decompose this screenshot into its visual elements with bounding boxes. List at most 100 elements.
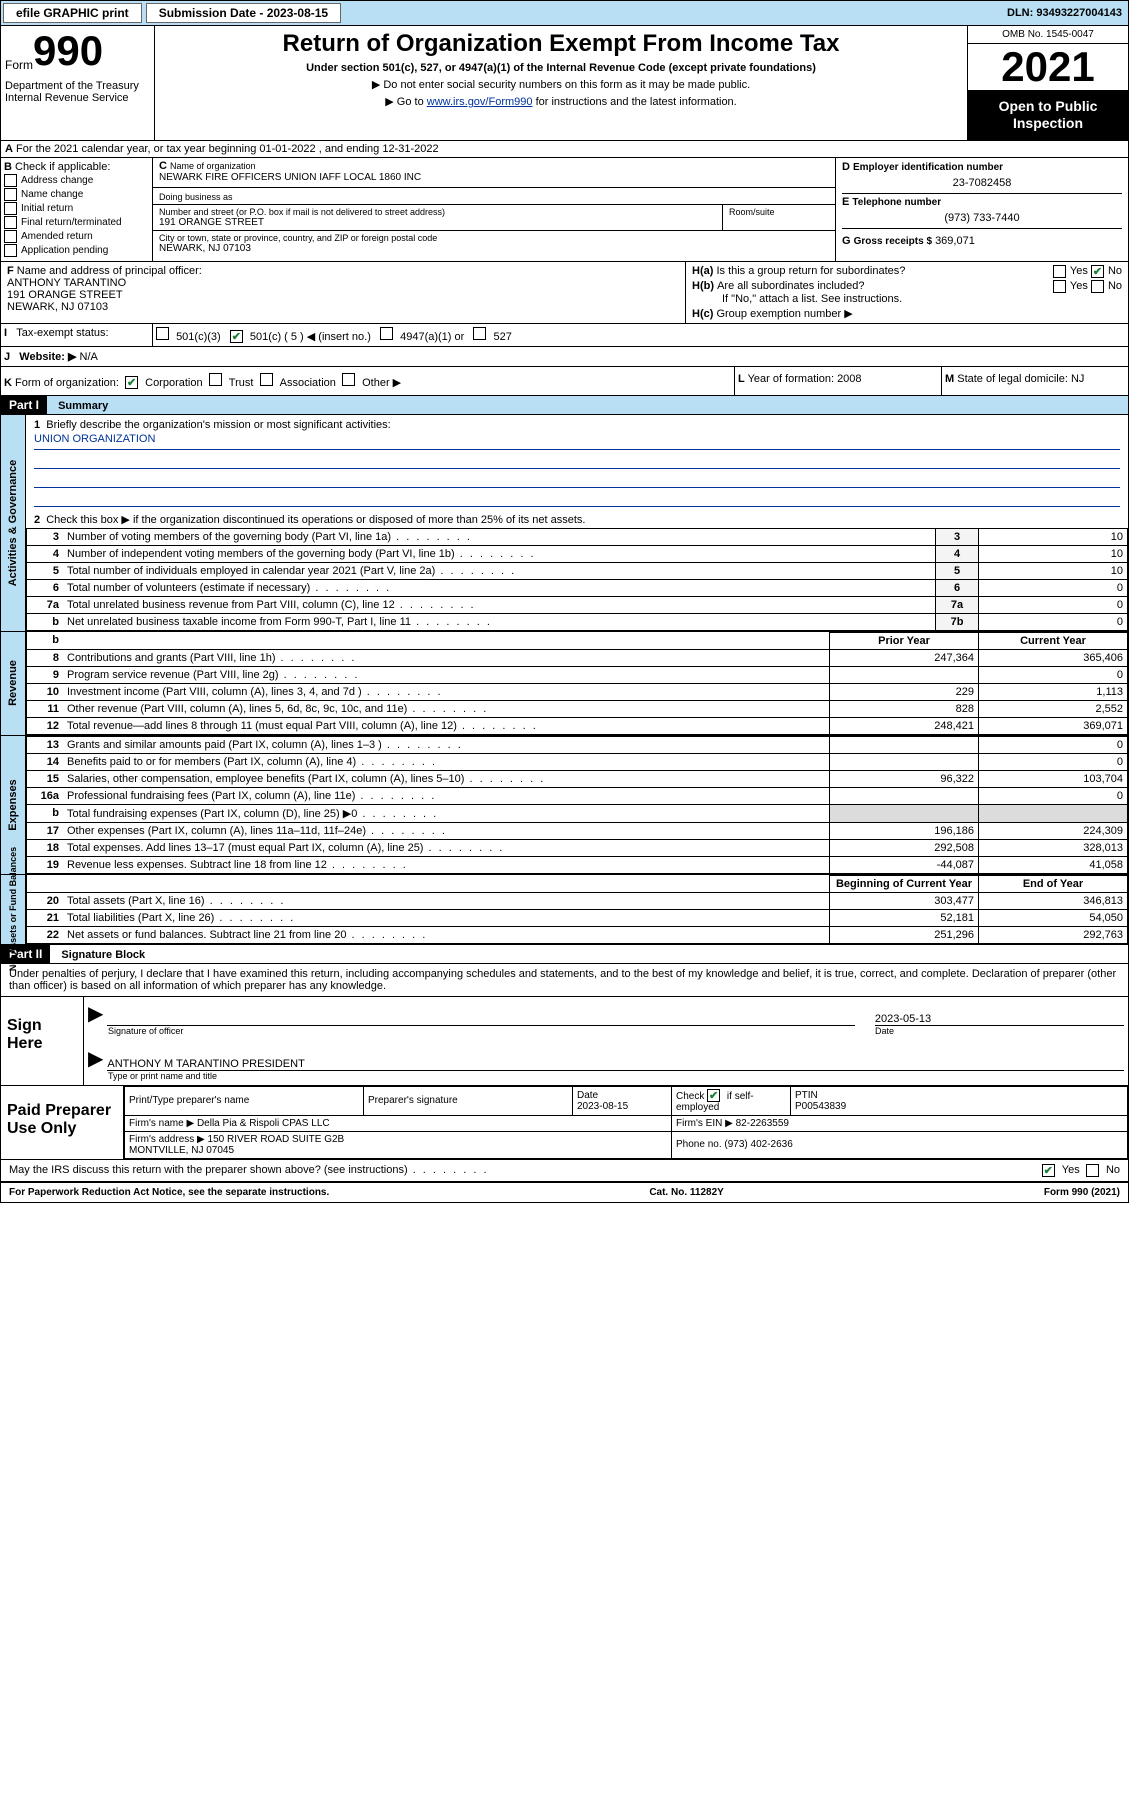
prep-name-label: Print/Type preparer's name	[129, 1095, 249, 1106]
revenue-section: Revenue b Prior Year Current Year 8Contr…	[1, 632, 1128, 736]
form-note-2: ▶ Go to www.irs.gov/Form990 for instruct…	[175, 95, 947, 108]
label-trust: Trust	[229, 377, 254, 389]
table-row: 17Other expenses (Part IX, column (A), l…	[27, 822, 1128, 839]
phone-value: (973) 733-7440	[842, 212, 1122, 224]
table-row: 9Program service revenue (Part VIII, lin…	[27, 666, 1128, 683]
netassets-table: Beginning of Current Year End of Year 20…	[26, 875, 1128, 944]
table-row: 5Total number of individuals employed in…	[27, 562, 1128, 579]
label-final-return: Final return/terminated	[21, 217, 122, 228]
checkbox-self-employed[interactable]	[707, 1089, 720, 1102]
form-label: Form	[5, 58, 33, 72]
table-row: 15Salaries, other compensation, employee…	[27, 770, 1128, 787]
state-domicile-value: NJ	[1071, 373, 1084, 385]
omb-number: OMB No. 1545-0047	[968, 26, 1128, 44]
side-label-netassets: Net Assets or Fund Balances	[1, 875, 26, 944]
checkbox-hb-no[interactable]	[1091, 280, 1104, 293]
tax-year: 2021	[968, 44, 1128, 90]
mission-label: Briefly describe the organization's miss…	[46, 419, 390, 431]
name-title-label: Type or print name and title	[88, 1071, 1124, 1081]
year-formation-label: Year of formation:	[748, 373, 834, 385]
section-deg: D Employer identification number 23-7082…	[836, 158, 1128, 261]
ha-no: No	[1108, 265, 1122, 277]
table-row: 6Total number of volunteers (estimate if…	[27, 579, 1128, 596]
section-i-row: I Tax-exempt status: 501(c)(3) 501(c) ( …	[1, 324, 1128, 347]
checkbox-4947[interactable]	[380, 327, 393, 340]
end-year-header: End of Year	[979, 875, 1128, 892]
checkbox-discuss-yes[interactable]	[1042, 1164, 1055, 1177]
table-row: 7aTotal unrelated business revenue from …	[27, 596, 1128, 613]
officer-city: NEWARK, NJ 07103	[7, 301, 679, 313]
table-row: 18Total expenses. Add lines 13–17 (must …	[27, 839, 1128, 856]
label-527: 527	[494, 331, 512, 343]
irs-link[interactable]: www.irs.gov/Form990	[427, 96, 533, 108]
paid-preparer-section: Paid Preparer Use Only Print/Type prepar…	[1, 1086, 1128, 1160]
table-row: 10Investment income (Part VIII, column (…	[27, 683, 1128, 700]
netassets-section: Net Assets or Fund Balances Beginning of…	[1, 875, 1128, 945]
sign-date: 2023-05-13	[875, 1013, 1124, 1026]
table-row: 20Total assets (Part X, line 16)303,4773…	[27, 892, 1128, 909]
org-name: NEWARK FIRE OFFICERS UNION IAFF LOCAL 18…	[159, 172, 829, 183]
checkbox-initial-return[interactable]	[4, 202, 17, 215]
checkbox-discuss-no[interactable]	[1086, 1164, 1099, 1177]
firm-ein-label: Firm's EIN ▶	[676, 1118, 733, 1129]
website-label: Website: ▶	[19, 351, 76, 363]
footer-right: Form 990 (2021)	[1044, 1187, 1120, 1198]
checkbox-501c3[interactable]	[156, 327, 169, 340]
checkbox-final-return[interactable]	[4, 216, 17, 229]
activities-governance-section: Activities & Governance 1 Briefly descri…	[1, 415, 1128, 632]
section-b: B Check if applicable: Address change Na…	[1, 158, 153, 261]
section-klm-row: K Form of organization: Corporation Trus…	[1, 367, 1128, 396]
checkbox-501c[interactable]	[230, 330, 243, 343]
officer-street: 191 ORANGE STREET	[7, 289, 679, 301]
gross-receipts-label: Gross receipts $	[854, 236, 932, 247]
dln-label: DLN: 93493227004143	[1001, 7, 1128, 19]
checkbox-name-change[interactable]	[4, 188, 17, 201]
dba-label: Doing business as	[159, 192, 829, 202]
checkbox-ha-no[interactable]	[1091, 265, 1104, 278]
checkbox-trust[interactable]	[209, 373, 222, 386]
checkbox-hb-yes[interactable]	[1053, 280, 1066, 293]
checkbox-amended-return[interactable]	[4, 230, 17, 243]
checkbox-application-pending[interactable]	[4, 244, 17, 257]
firm-name-label: Firm's name ▶	[129, 1118, 194, 1129]
part-i-header: Part I Summary	[1, 396, 1128, 415]
website-value: N/A	[80, 351, 98, 363]
sign-arrow-icon: ▶	[88, 1001, 103, 1026]
gov-table: 3Number of voting members of the governi…	[26, 528, 1128, 631]
side-label-revenue: Revenue	[1, 632, 26, 735]
checkbox-ha-yes[interactable]	[1053, 265, 1066, 278]
efile-print-button[interactable]: efile GRAPHIC print	[3, 3, 142, 23]
label-amended-return: Amended return	[21, 231, 93, 242]
declaration-text: Under penalties of perjury, I declare th…	[1, 964, 1128, 997]
room-label: Room/suite	[729, 207, 829, 217]
sign-here-section: Sign Here ▶ 2023-05-13 Signature of offi…	[1, 997, 1128, 1086]
checkbox-other[interactable]	[342, 373, 355, 386]
label-application-pending: Application pending	[21, 245, 108, 256]
checkbox-association[interactable]	[260, 373, 273, 386]
street-label: Number and street (or P.O. box if mail i…	[159, 207, 716, 217]
table-row: 19Revenue less expenses. Subtract line 1…	[27, 856, 1128, 873]
discuss-yes: Yes	[1062, 1164, 1080, 1177]
line2-text: Check this box ▶ if the organization dis…	[46, 514, 585, 526]
submission-date-button[interactable]: Submission Date - 2023-08-15	[146, 3, 341, 23]
table-row: 11Other revenue (Part VIII, column (A), …	[27, 700, 1128, 717]
part-i-title: Summary	[50, 398, 116, 414]
table-row: 8Contributions and grants (Part VIII, li…	[27, 649, 1128, 666]
prep-date-label: Date	[577, 1090, 598, 1101]
checkbox-527[interactable]	[473, 327, 486, 340]
label-501c: 501(c) ( 5 ) ◀ (insert no.)	[250, 331, 371, 343]
section-j-row: J Website: ▶ N/A	[1, 347, 1128, 367]
part-ii-header: Part II Signature Block	[1, 945, 1128, 964]
ein-value: 23-7082458	[842, 177, 1122, 189]
label-association: Association	[280, 377, 336, 389]
checkbox-corporation[interactable]	[125, 376, 138, 389]
open-to-public: Open to Public Inspection	[968, 90, 1128, 140]
ptin-label: PTIN	[795, 1090, 818, 1101]
checkbox-address-change[interactable]	[4, 174, 17, 187]
begin-year-header: Beginning of Current Year	[830, 875, 979, 892]
form-note-1: ▶ Do not enter social security numbers o…	[175, 78, 947, 91]
entity-info-row: B Check if applicable: Address change Na…	[1, 158, 1128, 262]
footer-left: For Paperwork Reduction Act Notice, see …	[9, 1187, 329, 1198]
section-a-letter: A	[5, 143, 13, 155]
hc-label: Group exemption number ▶	[716, 308, 852, 320]
